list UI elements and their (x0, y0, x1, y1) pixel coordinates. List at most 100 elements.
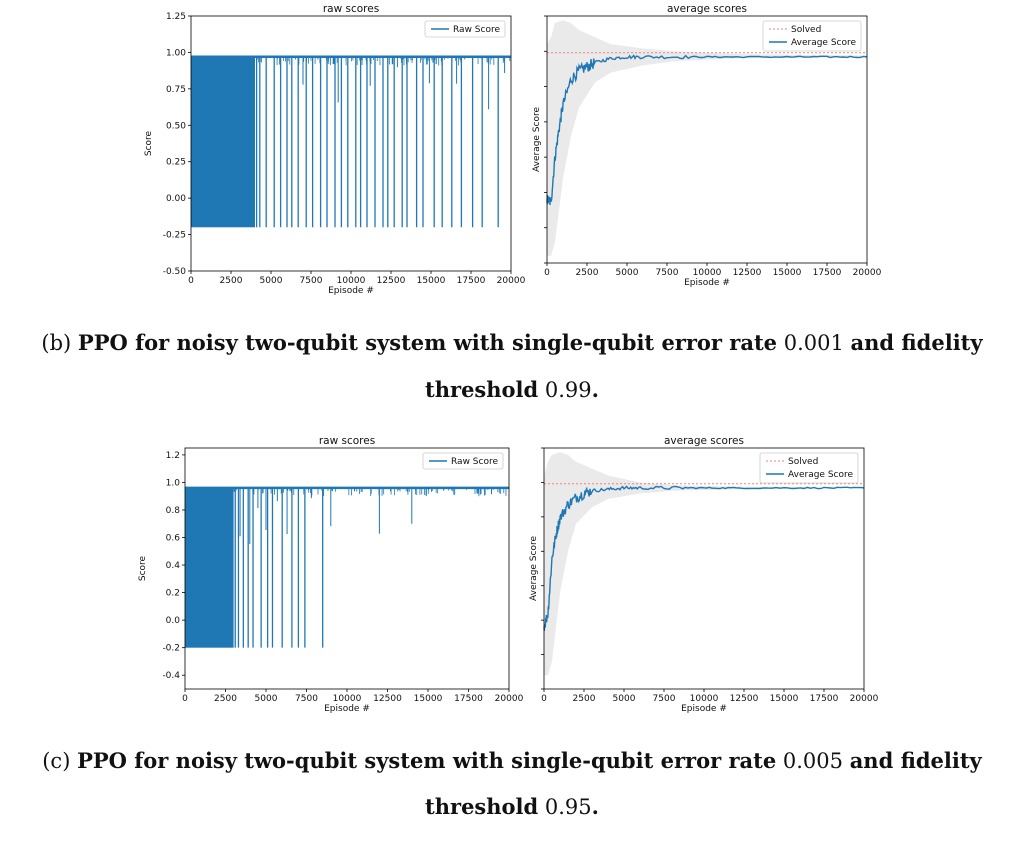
x-tick-label: 10000 (337, 276, 366, 286)
x-tick-label: 20000 (853, 268, 882, 278)
legend-label-raw: Raw Score (453, 25, 500, 35)
plot-area (191, 55, 511, 228)
legend: Raw Score (424, 20, 506, 38)
legend-box (759, 452, 859, 484)
y-tick-label: -0.2 (162, 644, 180, 654)
x-tick-label: 20000 (495, 694, 524, 704)
y-tick-label: 0.4 (166, 561, 181, 571)
y-tick-label: 0.25 (166, 158, 186, 168)
x-tick-label: 5000 (255, 694, 278, 704)
caption-b-line1: (b) PPO for noisy two-qubit system with … (0, 329, 1024, 357)
chart-c-right: average scores 0 2500 5000 7500 10000 12500 150… (529, 435, 879, 714)
chart-b-left: raw scores 0 2500 5000 7500 10000 12500 15000 17… (144, 3, 526, 296)
caption-b-threshold-word: threshold (425, 377, 539, 402)
legend-label-raw: Raw Score (451, 457, 498, 467)
plot-area (543, 452, 865, 676)
chart-title: average scores (664, 435, 744, 447)
caption-c-label: (c) (42, 749, 71, 773)
x-tick-label: 5000 (616, 268, 639, 278)
chart-c-left: raw scores 0 2500 5000 7500 10000 12500 15000 17… (138, 435, 524, 714)
series-raw-dense-block (185, 487, 234, 648)
y-axis-label: Score (144, 130, 154, 156)
y-tick-label: 1.00 (166, 48, 186, 58)
x-tick-label: 12500 (377, 276, 406, 286)
series-band (547, 20, 867, 256)
caption-c-threshold-word: threshold (425, 794, 539, 819)
caption-b-threshold: 0.99 (544, 378, 592, 402)
y-tick-label: 0.0 (166, 616, 181, 626)
x-tick-label: 5000 (613, 694, 636, 704)
legend-box (762, 20, 862, 52)
x-tick-label: 0 (544, 268, 550, 278)
y-tick-label: -0.4 (162, 671, 180, 681)
chart-title: raw scores (323, 3, 379, 15)
caption-c-text: PPO for noisy two-qubit system with sing… (77, 748, 777, 773)
x-tick-label: 7500 (295, 694, 318, 704)
x-tick-label: 15000 (770, 694, 799, 704)
legend: Raw Score (422, 452, 504, 470)
legend: Solved Average Score (762, 20, 862, 52)
legend: Solved Average Score (759, 452, 859, 484)
x-tick-label: 12500 (373, 694, 402, 704)
y-tick-label: 0.6 (166, 534, 181, 544)
y-tick-label: 0.2 (166, 589, 180, 599)
x-tick-label: 10000 (693, 268, 722, 278)
x-tick-label: 12500 (730, 694, 759, 704)
x-tick-label: 2500 (220, 276, 243, 286)
legend-label-solved: Solved (791, 25, 821, 35)
x-tick-label: 17500 (454, 694, 483, 704)
y-tick-label: 0.8 (166, 506, 181, 516)
y-tick-label: -0.25 (163, 231, 186, 241)
series-raw-dense-block (191, 56, 255, 228)
caption-c-threshold: 0.95 (544, 795, 592, 819)
plot-area (185, 486, 509, 648)
x-tick-label: 2500 (576, 268, 599, 278)
x-tick-label: 20000 (850, 694, 879, 704)
x-tick-label: 15000 (414, 694, 443, 704)
y-tick-label: -0.50 (163, 267, 187, 277)
caption-c-line1: (c) PPO for noisy two-qubit system with … (0, 747, 1024, 775)
x-tick-label: 7500 (656, 268, 679, 278)
plot-area (546, 20, 868, 256)
chart-title: raw scores (319, 435, 375, 447)
x-tick-label: 10000 (333, 694, 362, 704)
x-tick-label: 12500 (733, 268, 762, 278)
caption-c-and: and fidelity (849, 748, 982, 773)
x-axis-label: Episode # (328, 286, 374, 296)
x-tick-label: 17500 (810, 694, 839, 704)
y-axis-label: Average Score (532, 107, 542, 172)
chart-b-right: average scores 0 2500 5000 7500 10000 12500 150… (532, 3, 882, 288)
chart-title: average scores (667, 3, 747, 15)
x-tick-label: 15000 (773, 268, 802, 278)
series-average-line (543, 485, 865, 632)
legend-box (424, 20, 506, 38)
x-axis-label: Episode # (681, 704, 727, 714)
y-tick-label: 1.2 (166, 451, 180, 461)
legend-label-solved: Solved (788, 457, 818, 467)
x-tick-label: 0 (188, 276, 194, 286)
x-axis-label: Episode # (684, 278, 730, 288)
caption-b-text: PPO for noisy two-qubit system with sing… (77, 330, 778, 355)
series-average-line (546, 54, 868, 206)
x-tick-label: 5000 (260, 276, 283, 286)
y-tick-label: 0.75 (166, 85, 186, 95)
x-tick-label: 20000 (497, 276, 526, 286)
x-tick-label: 7500 (300, 276, 323, 286)
x-tick-label: 7500 (653, 694, 676, 704)
y-tick-label: 0.00 (166, 194, 186, 204)
x-tick-label: 15000 (417, 276, 446, 286)
y-axis-label: Score (138, 555, 148, 581)
series-band (544, 452, 864, 676)
y-tick-label: 1.0 (166, 478, 181, 488)
x-tick-label: 2500 (214, 694, 237, 704)
x-tick-label: 10000 (690, 694, 719, 704)
caption-c-rate: 0.005 (782, 749, 844, 773)
y-tick-label: 1.25 (166, 12, 186, 22)
y-axis-label: Average Score (529, 536, 539, 601)
caption-b-label: (b) (41, 331, 72, 355)
x-tick-label: 2500 (573, 694, 596, 704)
legend-label-average: Average Score (788, 470, 853, 480)
caption-b-and: and fidelity (850, 330, 983, 355)
x-tick-label: 17500 (813, 268, 842, 278)
x-tick-label: 17500 (457, 276, 486, 286)
